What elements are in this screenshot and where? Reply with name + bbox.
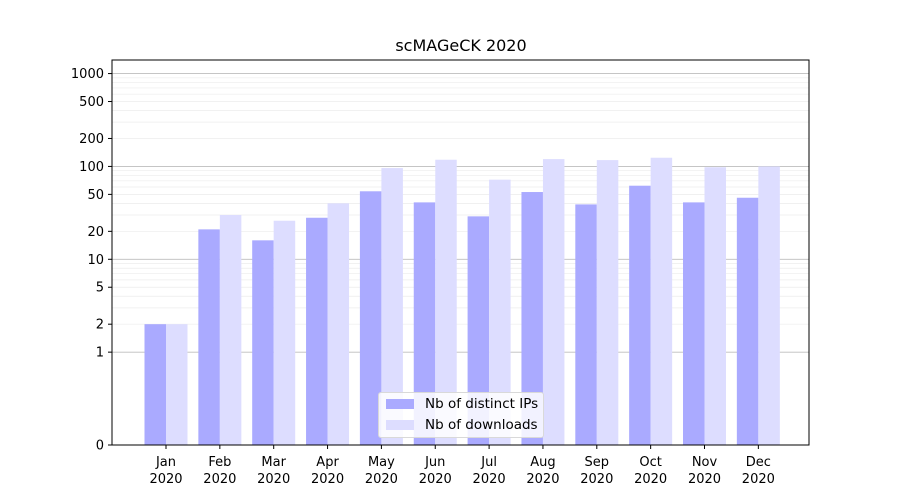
bar-downloads xyxy=(219,214,242,445)
bar-distinct-ips xyxy=(629,185,651,445)
bar-downloads xyxy=(704,167,726,445)
x-tick-label: Jun 2020 xyxy=(419,455,452,487)
bar-downloads xyxy=(381,168,403,445)
bar-downloads xyxy=(650,157,673,446)
bar-distinct-ips xyxy=(252,240,274,445)
x-tick-label: Apr 2020 xyxy=(311,455,344,487)
legend-label-ips: Nb of distinct IPs xyxy=(425,396,539,412)
bar-distinct-ips xyxy=(467,216,490,445)
bar-distinct-ips xyxy=(413,202,436,445)
x-tick-label: Mar 2020 xyxy=(257,455,290,487)
bar-downloads xyxy=(166,324,188,445)
bar-distinct-ips xyxy=(306,217,328,445)
x-tick-label: Sep 2020 xyxy=(580,455,613,487)
bar-downloads xyxy=(758,166,780,446)
bar-downloads xyxy=(327,203,350,445)
x-tick-label: Nov 2020 xyxy=(688,455,721,487)
y-tick-label: 1 xyxy=(96,346,104,361)
y-tick-label: 1000 xyxy=(71,67,104,82)
y-tick-label: 100 xyxy=(79,160,104,175)
legend-label-downloads: Nb of downloads xyxy=(425,417,538,433)
x-axis: Jan 2020 Feb 2020 Mar 2020 Apr 2020 May 2020 Jun 20… xyxy=(149,445,775,487)
legend-swatch-downloads xyxy=(386,420,414,430)
y-tick-label: 0 xyxy=(96,439,104,454)
x-tick-label: Dec 2020 xyxy=(742,455,775,487)
x-tick-label: May 2020 xyxy=(365,455,398,487)
bar-distinct-ips xyxy=(736,197,759,445)
bar-distinct-ips xyxy=(359,191,382,445)
bar-downloads xyxy=(542,159,565,445)
legend-item-downloads: Nb of downloads xyxy=(386,416,538,434)
bar-distinct-ips xyxy=(575,204,597,445)
x-tick-label: Oct 2020 xyxy=(634,455,667,487)
x-tick-label: Aug 2020 xyxy=(526,455,559,487)
y-tick-label: 500 xyxy=(79,95,104,110)
y-axis: 0 1 2 5 10 20 50 100 200 500 1000 xyxy=(71,67,112,454)
bar-distinct-ips xyxy=(521,192,543,445)
y-tick-label: 5 xyxy=(96,281,104,296)
y-tick-label: 50 xyxy=(87,188,104,203)
chart-title: scMAGeCK 2020 xyxy=(395,36,526,55)
bar-downloads xyxy=(596,160,619,445)
x-tick-label: Jul 2020 xyxy=(473,455,506,487)
plot-frame xyxy=(111,59,810,446)
bar-distinct-ips xyxy=(144,324,166,445)
x-tick-label: Feb 2020 xyxy=(203,455,236,487)
y-tick-label: 200 xyxy=(79,132,104,147)
legend: Nb of distinct IPs Nb of downloads xyxy=(378,392,544,438)
y-tick-label: 10 xyxy=(87,253,104,268)
bar-downloads xyxy=(435,159,457,445)
bar-downloads xyxy=(489,179,511,445)
legend-item-ips: Nb of distinct IPs xyxy=(386,395,538,413)
x-tick-label: Jan 2020 xyxy=(149,455,182,487)
y-tick-label: 2 xyxy=(96,318,104,333)
bars xyxy=(144,157,780,446)
bar-downloads xyxy=(273,220,296,445)
y-tick-label: 20 xyxy=(87,225,104,240)
bar-distinct-ips xyxy=(683,202,705,445)
legend-swatch-ips xyxy=(386,399,414,409)
bar-distinct-ips xyxy=(198,229,220,445)
